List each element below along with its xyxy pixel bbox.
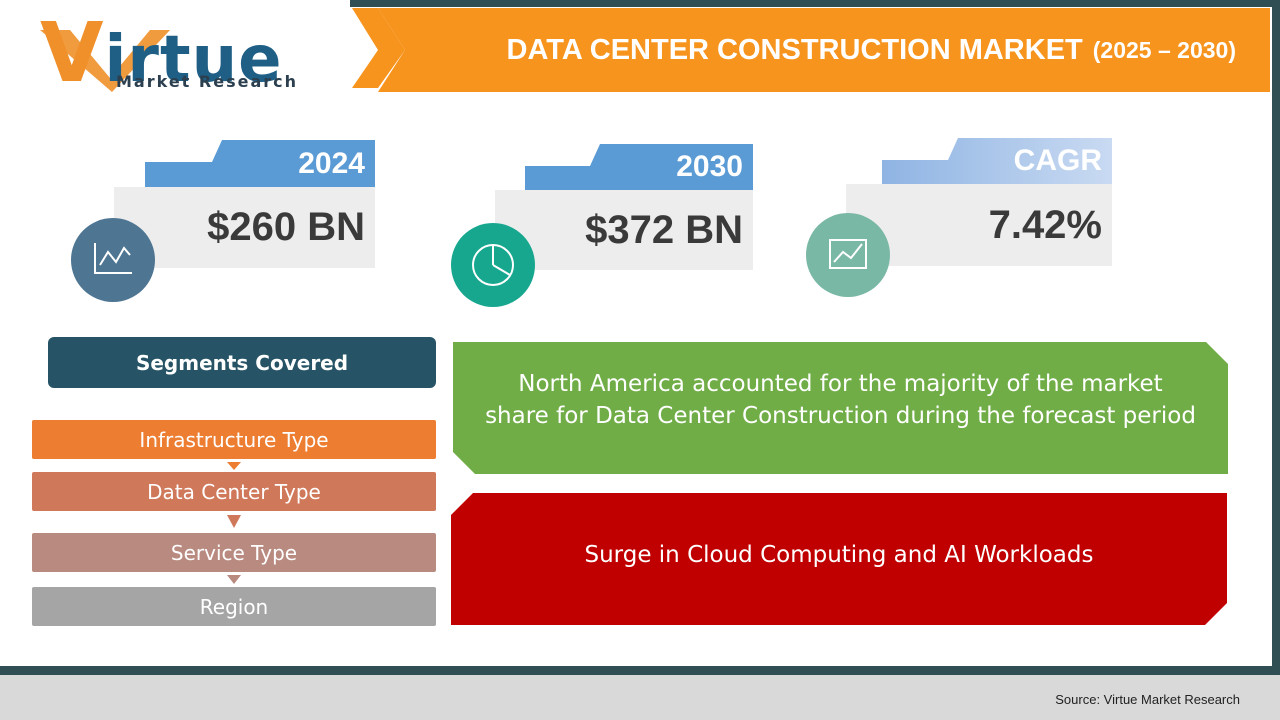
stat-label: CAGR <box>1013 144 1102 177</box>
logo-tagline: Market Research <box>116 72 298 91</box>
header-title: DATA CENTER CONSTRUCTION MARKET <box>506 33 1083 66</box>
segments-title: Segments Covered <box>135 350 349 375</box>
logo-name: Virtue <box>40 6 283 101</box>
stat-value: $260 BN <box>207 205 365 249</box>
segment-item: Region <box>199 594 269 619</box>
segment-item: Service Type <box>170 540 298 565</box>
highlight: North America accounted for the majority… <box>485 371 1196 429</box>
stat-label: 2024 <box>298 146 365 180</box>
stat-value: $372 BN <box>585 207 743 252</box>
header-period: (2025 – 2030) <box>1092 36 1236 63</box>
header: DATA CENTER CONSTRUCTION MARKET (2025 – … <box>420 12 1260 88</box>
stat-value: 7.42% <box>988 202 1102 247</box>
segment-item: Infrastructure Type <box>139 427 329 452</box>
segment-item: Data Center Type <box>147 479 321 504</box>
source: Source: Virtue Market Research <box>1055 691 1240 707</box>
stat-label: 2030 <box>676 150 743 183</box>
highlight: Surge in Cloud Computing and AI Workload… <box>584 542 1094 568</box>
